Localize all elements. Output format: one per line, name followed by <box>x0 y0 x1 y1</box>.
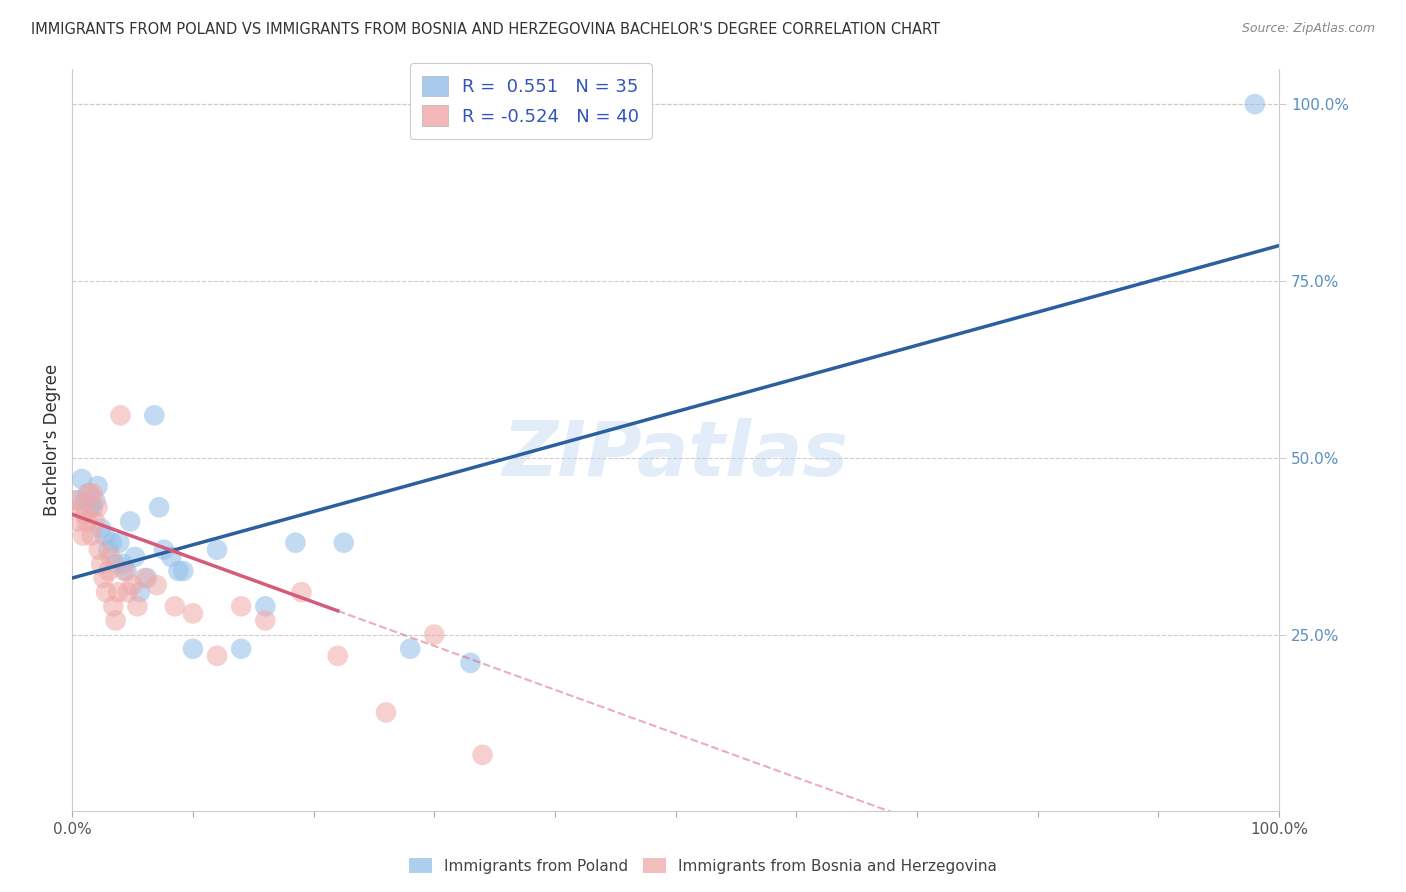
Point <box>121 578 143 592</box>
Point <box>111 557 134 571</box>
Point <box>80 528 103 542</box>
Point <box>87 542 110 557</box>
Point <box>128 585 150 599</box>
Point <box>86 500 108 515</box>
Point <box>101 535 124 549</box>
Point <box>69 500 91 515</box>
Point <box>172 564 194 578</box>
Point <box>134 571 156 585</box>
Point <box>75 493 97 508</box>
Point <box>79 500 101 515</box>
Point <box>90 522 112 536</box>
Point <box>148 500 170 515</box>
Point <box>86 479 108 493</box>
Point <box>143 409 166 423</box>
Point <box>423 627 446 641</box>
Point <box>115 564 138 578</box>
Point <box>163 599 186 614</box>
Point <box>94 585 117 599</box>
Point <box>181 641 204 656</box>
Point <box>254 614 277 628</box>
Point <box>70 472 93 486</box>
Point <box>284 535 307 549</box>
Point <box>181 607 204 621</box>
Point <box>205 648 228 663</box>
Point <box>104 614 127 628</box>
Legend: Immigrants from Poland, Immigrants from Bosnia and Herzegovina: Immigrants from Poland, Immigrants from … <box>402 852 1004 880</box>
Point <box>117 585 139 599</box>
Point <box>110 409 132 423</box>
Point <box>399 641 422 656</box>
Text: IMMIGRANTS FROM POLAND VS IMMIGRANTS FROM BOSNIA AND HERZEGOVINA BACHELOR'S DEGR: IMMIGRANTS FROM POLAND VS IMMIGRANTS FRO… <box>31 22 941 37</box>
Point <box>100 549 122 564</box>
Point <box>290 585 312 599</box>
Point <box>160 549 183 564</box>
Point <box>90 557 112 571</box>
Point <box>153 542 176 557</box>
Point <box>136 571 159 585</box>
Point <box>460 656 482 670</box>
Point <box>66 493 89 508</box>
Point <box>254 599 277 614</box>
Point <box>103 599 125 614</box>
Point <box>326 648 349 663</box>
Point <box>72 528 94 542</box>
Point <box>145 578 167 592</box>
Point <box>84 493 107 508</box>
Text: ZIPatlas: ZIPatlas <box>502 418 849 492</box>
Point <box>77 486 100 500</box>
Point <box>205 542 228 557</box>
Point <box>375 706 398 720</box>
Point <box>1244 97 1267 112</box>
Point <box>84 515 107 529</box>
Point <box>231 599 253 614</box>
Point <box>231 641 253 656</box>
Y-axis label: Bachelor's Degree: Bachelor's Degree <box>44 364 60 516</box>
Point <box>93 571 115 585</box>
Point <box>471 747 494 762</box>
Point <box>94 528 117 542</box>
Text: Source: ZipAtlas.com: Source: ZipAtlas.com <box>1241 22 1375 36</box>
Point <box>107 585 129 599</box>
Point <box>97 564 120 578</box>
Point <box>104 557 127 571</box>
Point <box>67 515 90 529</box>
Point <box>124 549 146 564</box>
Point <box>167 564 190 578</box>
Point <box>82 500 104 515</box>
Point <box>77 486 100 500</box>
Point <box>108 535 131 549</box>
Point <box>120 515 142 529</box>
Point <box>76 515 98 529</box>
Point <box>332 535 354 549</box>
Point <box>97 542 120 557</box>
Point <box>127 599 149 614</box>
Point <box>75 508 97 522</box>
Point <box>112 564 135 578</box>
Legend: R =  0.551   N = 35, R = -0.524   N = 40: R = 0.551 N = 35, R = -0.524 N = 40 <box>409 63 652 139</box>
Point <box>65 493 87 508</box>
Point <box>82 486 104 500</box>
